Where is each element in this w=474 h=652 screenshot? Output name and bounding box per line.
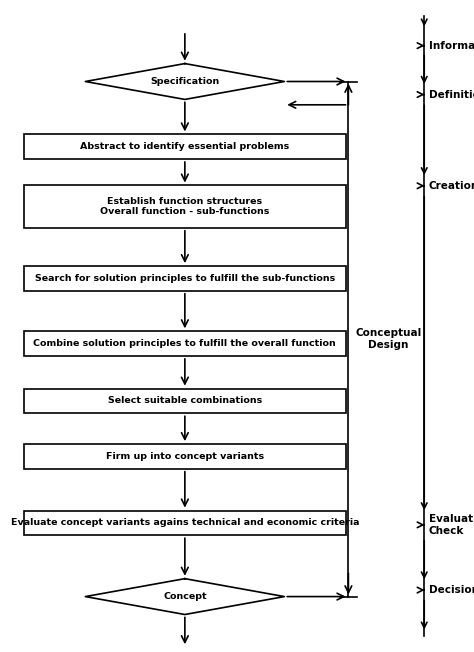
Text: Combine solution principles to fulfill the overall function: Combine solution principles to fulfill t… — [34, 339, 336, 348]
Text: Decision: Decision — [429, 585, 474, 595]
Text: Search for solution principles to fulfill the sub-functions: Search for solution principles to fulfil… — [35, 274, 335, 283]
FancyBboxPatch shape — [24, 389, 346, 413]
FancyBboxPatch shape — [24, 511, 346, 535]
Text: Select suitable combinations: Select suitable combinations — [108, 396, 262, 406]
Text: Evaluate concept variants agains technical and economic criteria: Evaluate concept variants agains technic… — [10, 518, 359, 527]
FancyBboxPatch shape — [24, 134, 346, 159]
FancyBboxPatch shape — [24, 266, 346, 291]
Text: Abstract to identify essential problems: Abstract to identify essential problems — [80, 142, 290, 151]
Text: Concept: Concept — [163, 592, 207, 601]
FancyBboxPatch shape — [24, 331, 346, 356]
Text: Establish function structures
Overall function - sub-functions: Establish function structures Overall fu… — [100, 197, 270, 216]
FancyBboxPatch shape — [24, 185, 346, 228]
FancyBboxPatch shape — [24, 444, 346, 469]
Text: Definition: Definition — [429, 89, 474, 100]
Text: Conceptual
Design: Conceptual Design — [356, 328, 422, 350]
Text: Information: Information — [429, 40, 474, 51]
Text: Firm up into concept variants: Firm up into concept variants — [106, 452, 264, 461]
Text: Specification: Specification — [150, 77, 219, 86]
Text: Creation: Creation — [429, 181, 474, 191]
Text: Evaluation
Check: Evaluation Check — [429, 514, 474, 536]
